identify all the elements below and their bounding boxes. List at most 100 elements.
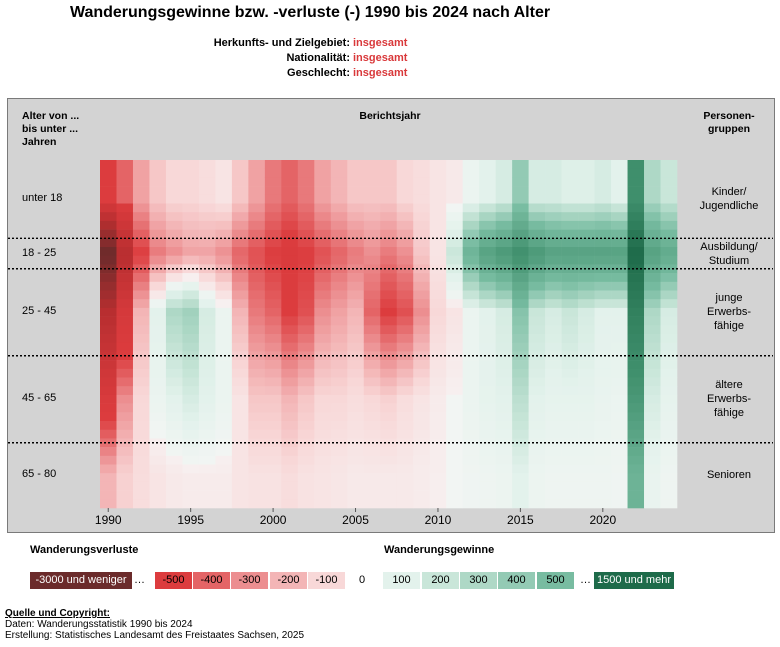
heatmap-cell	[479, 264, 496, 274]
heatmap-cell	[116, 334, 134, 343]
heatmap-cell	[512, 490, 529, 500]
heatmap-cell	[100, 394, 117, 404]
heatmap-cell	[165, 360, 183, 370]
heatmap-cell	[578, 490, 595, 500]
heatmap-cell	[215, 455, 233, 465]
heatmap-cell	[413, 186, 431, 196]
heatmap-cell	[363, 177, 381, 187]
heatmap-cell	[231, 307, 249, 317]
heatmap-cell	[149, 281, 167, 291]
heatmap-cell	[264, 220, 282, 230]
heatmap-cell	[479, 325, 496, 335]
heatmap-cell	[380, 273, 398, 283]
heatmap-cell	[611, 499, 628, 509]
heatmap-cell	[396, 464, 414, 474]
heatmap-cell	[545, 238, 562, 248]
heatmap-cell	[231, 403, 249, 413]
heatmap-cell	[611, 220, 628, 230]
heatmap-cell	[512, 429, 529, 439]
heatmap-cell	[644, 325, 661, 335]
groups-header: Personen- gruppen	[703, 110, 755, 135]
heatmap-cell	[314, 160, 332, 169]
heatmap-cell	[446, 412, 463, 422]
heatmap-cell	[231, 160, 249, 169]
heatmap-cell	[644, 412, 661, 422]
heatmap-cell	[116, 394, 134, 404]
heatmap-cell	[165, 247, 183, 256]
heatmap-cell	[545, 186, 562, 196]
heatmap-cell	[330, 429, 348, 439]
heatmap-cell	[165, 421, 183, 430]
heatmap-cell	[314, 290, 332, 300]
heatmap-cell	[627, 499, 645, 509]
heatmap-cell	[132, 455, 150, 465]
heatmap-cell	[149, 473, 167, 483]
filter-value: insgesamt	[353, 37, 408, 49]
heatmap-cell	[545, 229, 562, 239]
heatmap-cell	[594, 299, 612, 309]
heatmap-cell	[347, 177, 365, 187]
heatmap-cell	[396, 377, 414, 387]
heatmap-cell	[116, 186, 134, 196]
heatmap-cell	[182, 464, 200, 474]
heatmap-cell	[495, 160, 513, 169]
heatmap-cell	[330, 481, 348, 491]
heatmap-cell	[198, 464, 216, 474]
heatmap-cell	[281, 238, 299, 248]
heatmap-cell	[380, 186, 398, 196]
heatmap-cell	[578, 412, 595, 422]
heatmap-cell	[100, 307, 117, 317]
heatmap-cell	[116, 490, 134, 500]
heatmap-cell	[198, 316, 216, 326]
heatmap-cell	[132, 481, 150, 491]
heatmap-cell	[413, 229, 431, 239]
heatmap-cell	[165, 290, 183, 300]
heatmap-cell	[545, 255, 562, 265]
heatmap-cell	[116, 386, 134, 396]
heatmap-cell	[149, 203, 167, 213]
heatmap-cell	[116, 229, 134, 239]
heatmap-cell	[165, 220, 183, 230]
heatmap-cell	[545, 464, 562, 474]
heatmap-cell	[611, 351, 628, 361]
heatmap-cell	[495, 177, 513, 187]
heatmap-cell	[611, 212, 628, 222]
heatmap-cell	[347, 429, 365, 439]
heatmap-cell	[330, 438, 348, 448]
heatmap-cell	[297, 368, 315, 378]
heatmap-cell	[627, 220, 645, 230]
heatmap-cell	[264, 273, 282, 283]
heatmap-cell	[116, 177, 134, 187]
heatmap-cell	[528, 403, 546, 413]
heatmap-cell	[248, 177, 266, 187]
heatmap-cell	[363, 377, 381, 387]
heatmap-chart: 1990 1995 2000 2005 2010 2015 2020	[8, 160, 773, 527]
heatmap-cell	[413, 377, 431, 387]
heatmap-cell	[528, 238, 546, 248]
heatmap-cell	[413, 325, 431, 335]
heatmap-cell	[495, 499, 513, 509]
heatmap-cell	[528, 499, 546, 509]
heatmap-cell	[165, 464, 183, 474]
heatmap-cell	[594, 464, 612, 474]
heatmap-cell	[495, 403, 513, 413]
heatmap-cell	[281, 368, 299, 378]
heatmap-cell	[281, 177, 299, 187]
heatmap-cell	[100, 247, 117, 256]
heatmap-cell	[116, 360, 134, 370]
heatmap-cell	[215, 255, 233, 265]
heatmap-cell	[281, 229, 299, 239]
heatmap-cell	[495, 447, 513, 457]
heatmap-cell	[100, 238, 117, 248]
heatmap-cell	[396, 220, 414, 230]
heatmap-cell	[561, 429, 579, 439]
heatmap-cell	[462, 377, 480, 387]
heatmap-cell	[100, 299, 117, 309]
heatmap-cell	[594, 481, 612, 491]
heatmap-cell	[347, 307, 365, 317]
heatmap-cell	[660, 464, 678, 474]
filter-label: Nationalität:	[286, 52, 350, 64]
heatmap-cell	[578, 342, 595, 352]
heatmap-cell	[215, 307, 233, 317]
heatmap-cell	[231, 229, 249, 239]
